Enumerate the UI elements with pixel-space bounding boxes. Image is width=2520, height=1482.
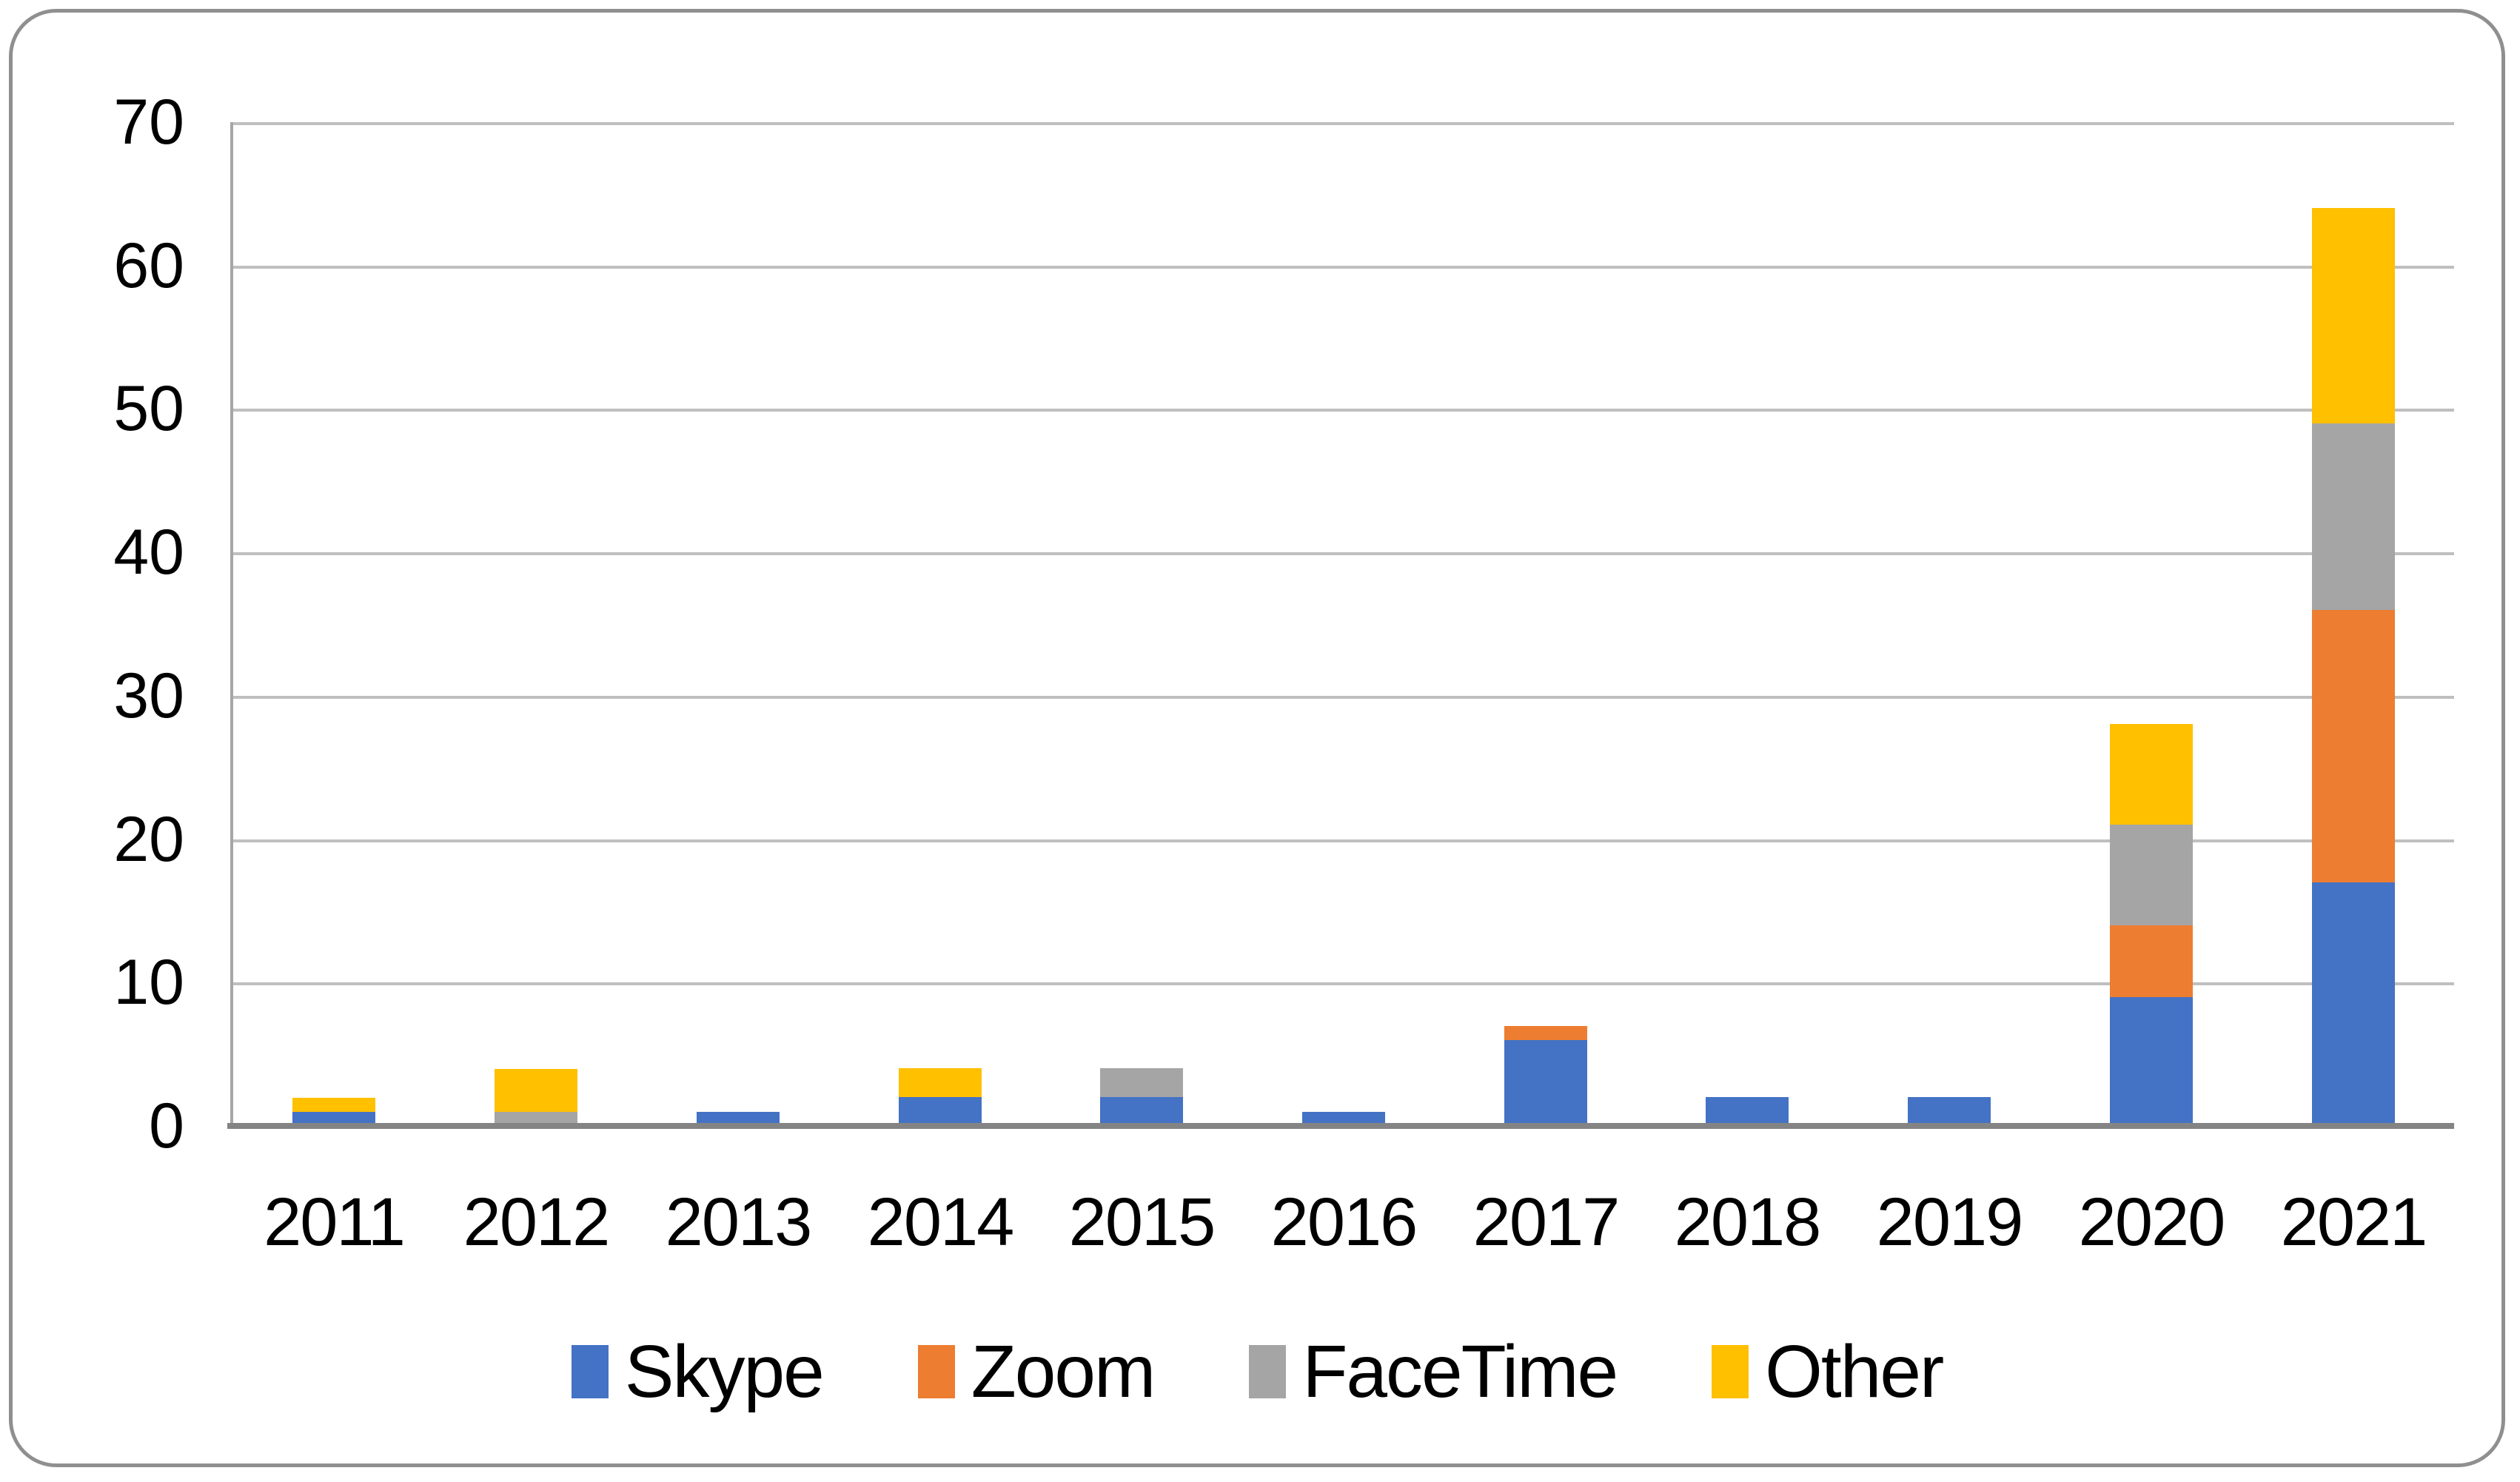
x-tick-label-2012: 2012 <box>463 1184 611 1260</box>
legend-swatch-other-icon <box>1712 1345 1749 1398</box>
y-tick-label-50: 50 <box>113 373 184 445</box>
gridline-70 <box>233 122 2454 125</box>
legend-swatch-skype-icon <box>571 1345 609 1398</box>
bar-segment-2021-facetime <box>2312 423 2395 610</box>
bar-segment-2011-other <box>292 1098 375 1112</box>
bar-segment-2012-other <box>495 1069 577 1112</box>
chart-figure: 0 10 20 30 40 50 60 70 2011 2012 2013 2014 2015 2016… <box>9 9 2505 1467</box>
legend-item-zoom: Zoom <box>917 1330 1156 1413</box>
bar-segment-2020-facetime <box>2110 825 2193 925</box>
legend-label-skype: Skype <box>624 1330 825 1413</box>
bar-segment-2020-skype <box>2110 997 2193 1126</box>
gridline-40 <box>233 552 2454 555</box>
plot-area <box>227 122 2454 1129</box>
bar-segment-2017-skype <box>1504 1040 1587 1126</box>
legend-label-other: Other <box>1765 1330 1944 1413</box>
x-tick-label-2013: 2013 <box>665 1184 813 1260</box>
legend-item-skype: Skype <box>571 1330 825 1413</box>
bar-segment-2015-facetime <box>1100 1068 1183 1097</box>
gridline-10 <box>233 982 2454 985</box>
y-tick-label-20: 20 <box>113 803 184 875</box>
x-axis-line <box>227 1123 2454 1129</box>
bar-segment-2016-skype <box>1302 1112 1385 1126</box>
y-tick-label-70: 70 <box>113 87 184 158</box>
bar-segment-2021-other <box>2312 208 2395 423</box>
y-tick-label-30: 30 <box>113 660 184 731</box>
bar-segment-2014-skype <box>899 1097 982 1126</box>
legend-item-other: Other <box>1712 1330 1944 1413</box>
y-axis-line <box>230 122 233 1126</box>
bar-segment-2021-zoom <box>2312 610 2395 882</box>
x-tick-label-2014: 2014 <box>867 1184 1015 1260</box>
legend-item-facetime: FaceTime <box>1249 1330 1618 1413</box>
legend-label-facetime: FaceTime <box>1302 1330 1618 1413</box>
y-tick-label-0: 0 <box>149 1090 184 1161</box>
x-tick-label-2017: 2017 <box>1472 1184 1621 1260</box>
legend: Skype Zoom FaceTime Other <box>13 1335 2501 1409</box>
x-tick-label-2021: 2021 <box>2280 1184 2428 1260</box>
y-tick-label-60: 60 <box>113 229 184 301</box>
y-tick-label-10: 10 <box>113 947 184 1019</box>
legend-swatch-zoom-icon <box>917 1345 955 1398</box>
bar-segment-2020-zoom <box>2110 925 2193 997</box>
bar-segment-2013-skype <box>697 1112 780 1126</box>
gridline-50 <box>233 409 2454 412</box>
bar-segment-2017-zoom <box>1504 1026 1587 1040</box>
legend-swatch-facetime-icon <box>1249 1345 1287 1398</box>
gridline-30 <box>233 696 2454 699</box>
x-tick-label-2015: 2015 <box>1068 1184 1216 1260</box>
x-tick-label-2018: 2018 <box>1674 1184 1822 1260</box>
bar-segment-2012-facetime <box>495 1112 577 1126</box>
x-tick-label-2011: 2011 <box>264 1184 406 1260</box>
gridline-60 <box>233 266 2454 269</box>
bar-segment-2018-skype <box>1706 1097 1789 1126</box>
y-tick-label-40: 40 <box>113 517 184 589</box>
bar-segment-2011-skype <box>292 1112 375 1126</box>
x-tick-label-2016: 2016 <box>1270 1184 1418 1260</box>
legend-label-zoom: Zoom <box>971 1330 1156 1413</box>
x-tick-label-2020: 2020 <box>2078 1184 2226 1260</box>
bar-segment-2019-skype <box>1908 1097 1991 1126</box>
bar-segment-2014-other <box>899 1068 982 1097</box>
bar-segment-2020-other <box>2110 724 2193 825</box>
bar-segment-2021-skype <box>2312 882 2395 1126</box>
gridline-20 <box>233 839 2454 842</box>
x-tick-label-2019: 2019 <box>1876 1184 2024 1260</box>
bar-segment-2015-skype <box>1100 1097 1183 1126</box>
